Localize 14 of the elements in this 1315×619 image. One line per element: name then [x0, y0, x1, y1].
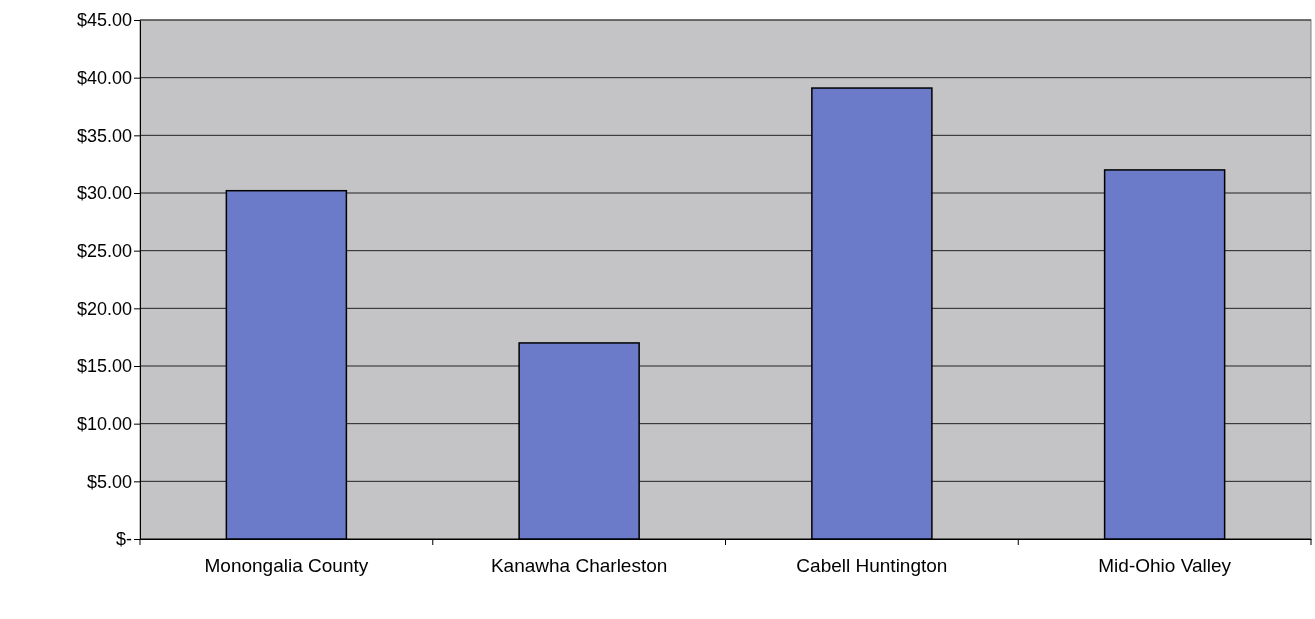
y-tick-label: $5.00: [86, 471, 132, 492]
y-tick-label: $20.00: [76, 298, 132, 319]
y-tick-label: $35.00: [76, 125, 132, 146]
x-tick-label: Cabell Huntington: [796, 555, 948, 577]
y-tick-label: $40.00: [76, 67, 132, 88]
y-tick-label: $45.00: [76, 10, 132, 31]
x-tick-label: Kanawha Charleston: [490, 555, 668, 577]
y-tick-label: $25.00: [76, 240, 132, 261]
y-tick-label: $-: [115, 529, 132, 550]
x-tick-label: Monongalia County: [204, 555, 369, 577]
y-tick-label: $10.00: [76, 413, 132, 434]
y-tick-label: $15.00: [76, 356, 132, 377]
x-tick-label: Mid-Ohio Valley: [1098, 555, 1232, 577]
y-tick-label: $30.00: [76, 183, 132, 204]
